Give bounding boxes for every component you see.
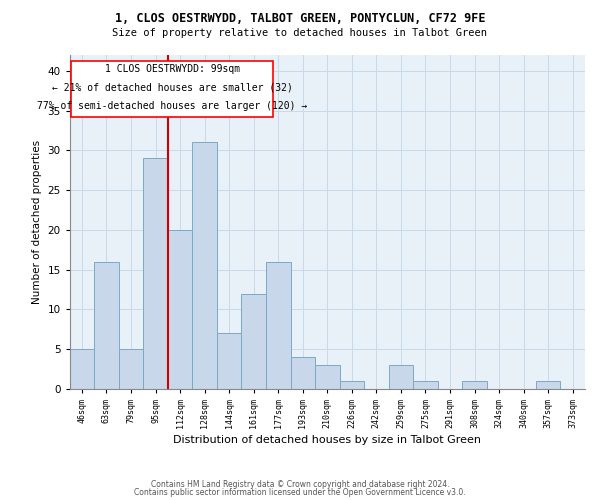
- Y-axis label: Number of detached properties: Number of detached properties: [32, 140, 42, 304]
- Bar: [143, 158, 168, 389]
- Bar: [413, 381, 438, 389]
- Bar: [315, 365, 340, 389]
- Text: Contains HM Land Registry data © Crown copyright and database right 2024.: Contains HM Land Registry data © Crown c…: [151, 480, 449, 489]
- Bar: [536, 381, 560, 389]
- FancyBboxPatch shape: [71, 62, 274, 117]
- Bar: [241, 294, 266, 389]
- Text: 77% of semi-detached houses are larger (120) →: 77% of semi-detached houses are larger (…: [37, 101, 307, 111]
- Bar: [119, 350, 143, 389]
- Bar: [168, 230, 193, 389]
- Text: 1 CLOS OESTRWYDD: 99sqm: 1 CLOS OESTRWYDD: 99sqm: [104, 64, 239, 74]
- Bar: [193, 142, 217, 389]
- Text: 1, CLOS OESTRWYDD, TALBOT GREEN, PONTYCLUN, CF72 9FE: 1, CLOS OESTRWYDD, TALBOT GREEN, PONTYCL…: [115, 12, 485, 26]
- Bar: [217, 334, 241, 389]
- X-axis label: Distribution of detached houses by size in Talbot Green: Distribution of detached houses by size …: [173, 435, 481, 445]
- Bar: [70, 350, 94, 389]
- Bar: [389, 365, 413, 389]
- Text: Contains public sector information licensed under the Open Government Licence v3: Contains public sector information licen…: [134, 488, 466, 497]
- Bar: [94, 262, 119, 389]
- Bar: [290, 357, 315, 389]
- Text: Size of property relative to detached houses in Talbot Green: Size of property relative to detached ho…: [113, 28, 487, 38]
- Bar: [463, 381, 487, 389]
- Text: ← 21% of detached houses are smaller (32): ← 21% of detached houses are smaller (32…: [52, 82, 293, 92]
- Bar: [340, 381, 364, 389]
- Bar: [266, 262, 290, 389]
